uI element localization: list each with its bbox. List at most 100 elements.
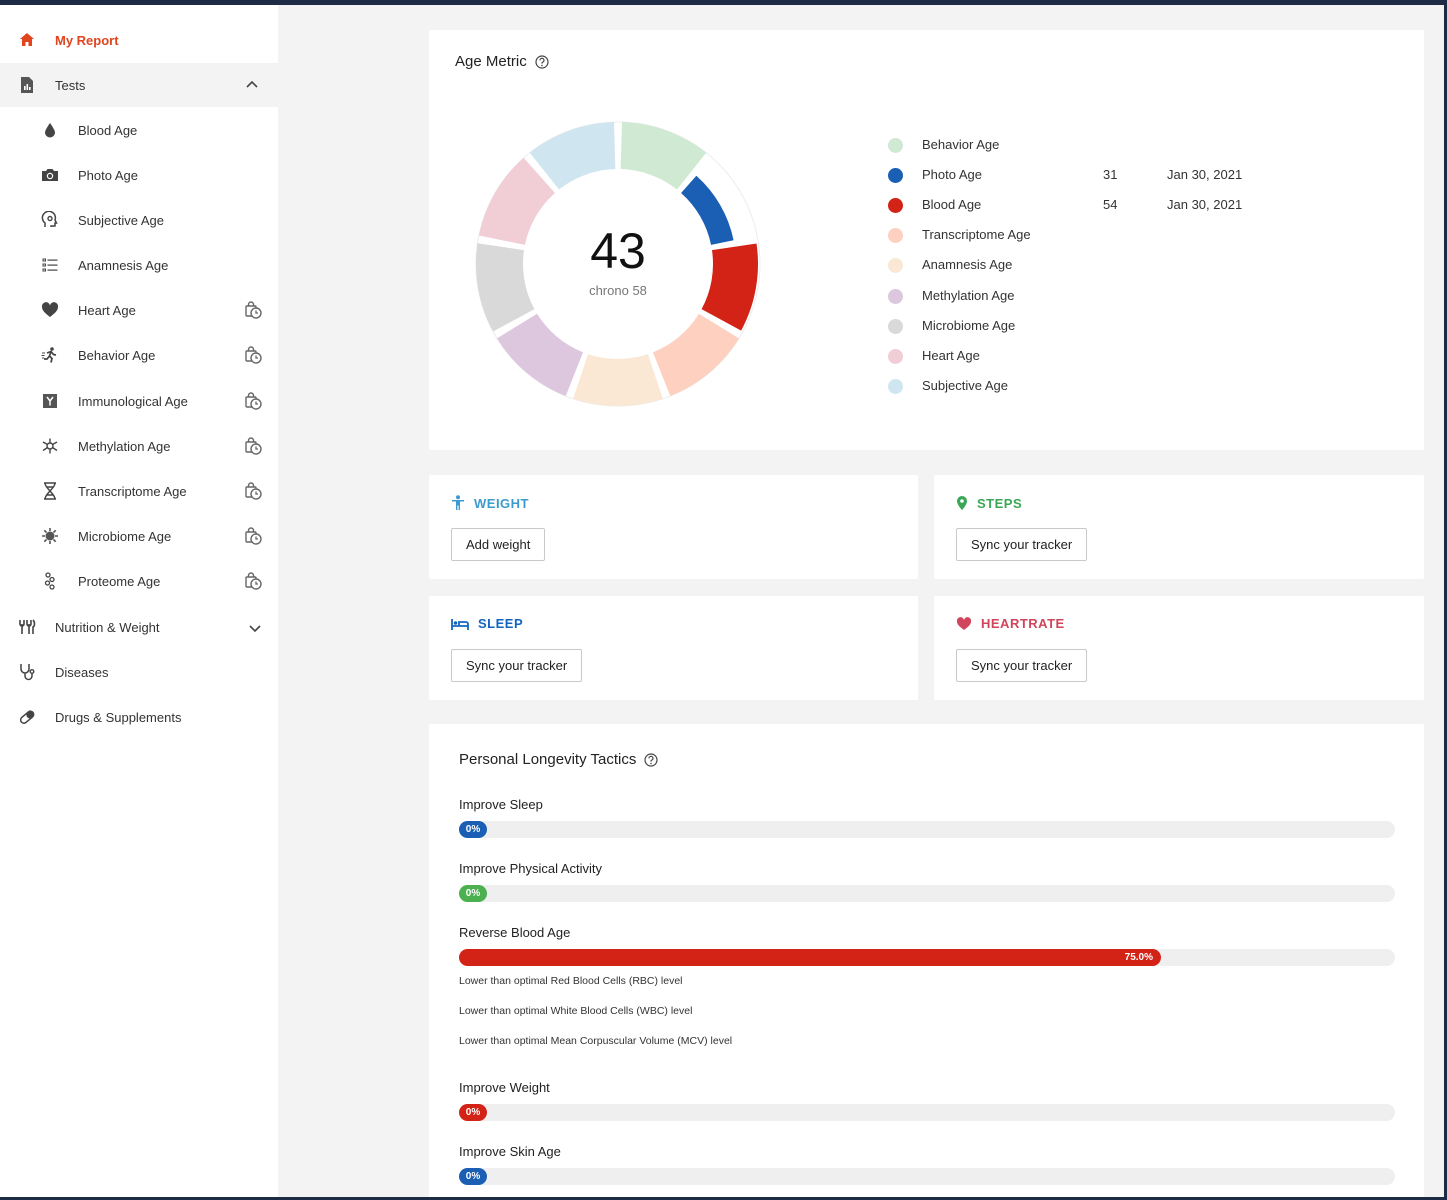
tactic-label: Reverse Blood Age xyxy=(459,925,571,940)
legend-dot-icon xyxy=(888,348,903,364)
legend-dot-icon xyxy=(888,198,903,214)
sidebar-item-label: Subjective Age xyxy=(78,212,165,228)
steps-header: STEPS xyxy=(956,495,1022,511)
sidebar-item-drugs-supplements[interactable]: Drugs & Supplements xyxy=(0,695,278,739)
donut-segment-anamnesis[interactable] xyxy=(573,354,663,406)
sleep-tile: SLEEP Sync your tracker xyxy=(429,596,918,700)
legend-row[interactable]: Methylation Age xyxy=(888,286,1308,306)
steps-sync-button[interactable]: Sync your tracker xyxy=(956,528,1088,561)
report-icon xyxy=(17,75,37,95)
heartrate-title: HEARTRATE xyxy=(981,616,1065,631)
longevity-tactics-card: Personal Longevity Tactics Improve Sleep… xyxy=(429,724,1424,1197)
weight-title: WEIGHT xyxy=(474,495,529,511)
legend-dot-icon xyxy=(888,138,903,153)
tactics-title-text: Personal Longevity Tactics xyxy=(459,751,637,768)
sidebar-item-label: My Report xyxy=(55,32,119,48)
tactic-progress-pill: 0% xyxy=(459,1104,487,1121)
legend-row[interactable]: Blood Age 54 Jan 30, 2021 xyxy=(888,195,1308,215)
tactic-progress-bar: 0% xyxy=(459,1104,1395,1121)
sidebar-item-label: Diseases xyxy=(55,664,109,680)
antibody-icon xyxy=(40,391,60,411)
locked-clock-icon xyxy=(245,301,262,319)
donut-segment-blood[interactable] xyxy=(701,243,758,331)
legend-row[interactable]: Subjective Age xyxy=(888,376,1308,396)
donut-segment-behavior[interactable] xyxy=(620,122,707,190)
donut-segment-subjective[interactable] xyxy=(529,122,616,190)
legend-label: Heart Age xyxy=(922,347,980,363)
sidebar-item-subjective-age[interactable]: Subjective Age xyxy=(0,198,278,242)
legend-label: Behavior Age xyxy=(922,137,1000,152)
age-metric-card: Age Metric 43 chrono 58 Behavior Age Phot… xyxy=(429,30,1424,450)
sleep-title: SLEEP xyxy=(478,616,524,631)
chevron-up-icon[interactable] xyxy=(244,77,260,93)
sidebar-item-label: Heart Age xyxy=(78,302,136,318)
sidebar-item-microbiome-age[interactable]: Microbiome Age xyxy=(0,514,278,558)
tactic-progress-bar: 0% xyxy=(459,1168,1395,1185)
add-weight-button[interactable]: Add weight xyxy=(451,528,546,561)
legend-dot-icon xyxy=(888,318,903,334)
legend-row[interactable]: Microbiome Age xyxy=(888,316,1308,336)
tactic-label: Improve Sleep xyxy=(459,797,543,812)
head-icon xyxy=(40,210,60,230)
donut-segment-heart[interactable] xyxy=(478,157,555,245)
sidebar-item-nutrition-weight[interactable]: Nutrition & Weight xyxy=(0,605,278,649)
heartrate-sync-button[interactable]: Sync your tracker xyxy=(956,649,1088,682)
tactic-label: Improve Physical Activity xyxy=(459,861,603,876)
legend-row[interactable]: Anamnesis Age xyxy=(888,255,1308,275)
legend-label: Microbiome Age xyxy=(922,317,1016,333)
donut-segment-microbiome[interactable] xyxy=(476,243,535,332)
steps-tile: STEPS Sync your tracker xyxy=(934,475,1424,579)
legend-label: Blood Age xyxy=(922,197,982,213)
help-icon[interactable] xyxy=(535,54,549,69)
runner-icon xyxy=(40,345,60,365)
sidebar-item-proteome-age[interactable]: Proteome Age xyxy=(0,559,278,603)
legend-label: Anamnesis Age xyxy=(922,257,1013,273)
stethoscope-icon xyxy=(17,662,37,682)
locked-clock-icon xyxy=(245,392,262,410)
sidebar-item-methylation-age[interactable]: Methylation Age xyxy=(0,424,278,468)
sidebar-item-label: Proteome Age xyxy=(78,573,161,589)
donut-segment-methylation[interactable] xyxy=(497,313,584,397)
protein-icon xyxy=(40,571,60,591)
tactics-title: Personal Longevity Tactics xyxy=(459,751,658,768)
tactic-note: Lower than optimal White Blood Cells (WB… xyxy=(459,1005,693,1017)
utensils-icon xyxy=(17,617,37,637)
sidebar-item-label: Behavior Age xyxy=(78,347,156,363)
sidebar-item-heart-age[interactable]: Heart Age xyxy=(0,288,278,332)
steps-title: STEPS xyxy=(977,495,1023,511)
sidebar: My Report Tests Blood Age Photo Age Subj… xyxy=(0,5,278,1197)
legend-dot-icon xyxy=(888,228,903,244)
sidebar-item-label: Tests xyxy=(55,77,86,93)
sidebar-item-label: Methylation Age xyxy=(78,438,171,454)
donut-segment-transcriptome[interactable] xyxy=(652,313,739,397)
legend-row[interactable]: Transcriptome Age xyxy=(888,225,1308,245)
sidebar-item-diseases[interactable]: Diseases xyxy=(0,650,278,694)
locked-clock-icon xyxy=(245,482,262,500)
legend-row[interactable]: Behavior Age xyxy=(888,135,1308,155)
legend-date: Jan 30, 2021 xyxy=(1167,167,1243,183)
heartrate-header: HEARTRATE xyxy=(956,616,1065,631)
sleep-header: SLEEP xyxy=(451,616,523,631)
sidebar-item-tests[interactable]: Tests xyxy=(0,63,278,107)
sidebar-item-my-report[interactable]: My Report xyxy=(0,18,278,62)
sidebar-item-blood-age[interactable]: Blood Age xyxy=(0,108,278,152)
help-icon[interactable] xyxy=(644,752,658,767)
legend-label: Subjective Age xyxy=(922,377,1009,393)
locked-clock-icon xyxy=(245,437,262,455)
legend-row[interactable]: Photo Age 31 Jan 30, 2021 xyxy=(888,165,1308,185)
donut-segment-photo[interactable] xyxy=(681,175,734,245)
tactic-progress-pill: 0% xyxy=(459,1168,487,1185)
legend-row[interactable]: Heart Age xyxy=(888,346,1308,366)
sidebar-item-photo-age[interactable]: Photo Age xyxy=(0,153,278,197)
age-metric-title: Age Metric xyxy=(455,53,549,70)
sidebar-item-anamnesis-age[interactable]: Anamnesis Age xyxy=(0,243,278,287)
sidebar-item-label: Nutrition & Weight xyxy=(55,619,160,635)
tactic-label: Improve Skin Age xyxy=(459,1144,561,1159)
sidebar-item-transcriptome-age[interactable]: Transcriptome Age xyxy=(0,469,278,513)
sidebar-item-immunological-age[interactable]: Immunological Age xyxy=(0,379,278,423)
chevron-down-icon[interactable] xyxy=(247,620,263,636)
location-pin-icon xyxy=(957,496,967,510)
bottom-bar xyxy=(0,1197,1447,1200)
sleep-sync-button[interactable]: Sync your tracker xyxy=(451,649,583,682)
sidebar-item-behavior-age[interactable]: Behavior Age xyxy=(0,333,278,377)
